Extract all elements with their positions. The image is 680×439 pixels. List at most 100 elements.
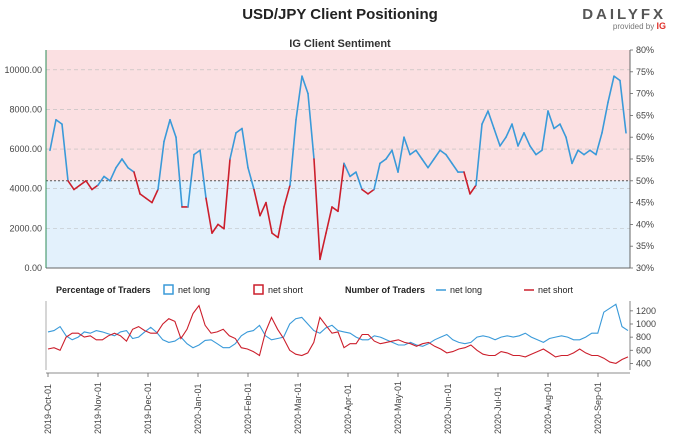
x-tick-label: 2020-May-01 bbox=[393, 381, 403, 434]
sentiment-segment bbox=[463, 171, 471, 195]
sentiment-segment bbox=[613, 75, 621, 82]
net-long-zone bbox=[46, 180, 630, 268]
left-tick-label: 8000.00 bbox=[9, 104, 42, 114]
brand-partner: IG bbox=[656, 21, 666, 31]
sentiment-segment bbox=[121, 158, 129, 169]
sentiment-segment bbox=[361, 188, 369, 195]
right-tick-label: 30% bbox=[636, 263, 654, 273]
sentiment-segment bbox=[433, 149, 441, 160]
sentiment-segment bbox=[115, 158, 123, 169]
traders-series-long bbox=[47, 303, 629, 349]
sentiment-segment bbox=[535, 149, 543, 156]
x-tick-label: 2019-Nov-01 bbox=[93, 382, 103, 434]
chart-title: USD/JPY Client Positioning bbox=[242, 6, 438, 23]
legend: Percentage of Traders net long net short… bbox=[56, 284, 574, 295]
legend-percentage-short: net short bbox=[268, 285, 304, 295]
x-tick-label: 2020-Jan-01 bbox=[193, 383, 203, 434]
sentiment-segment bbox=[439, 149, 447, 156]
sentiment-segment bbox=[61, 123, 69, 182]
bottom-tick-label: 600 bbox=[636, 345, 651, 355]
sentiment-segment bbox=[265, 201, 273, 234]
sentiment-segment bbox=[217, 223, 225, 230]
sentiment-segment bbox=[499, 136, 507, 147]
sentiment-segment bbox=[595, 132, 603, 156]
chart-subtitle: IG Client Sentiment bbox=[289, 38, 391, 50]
right-tick-label: 45% bbox=[636, 198, 654, 208]
sentiment-segment bbox=[127, 166, 135, 173]
sentiment-segment bbox=[367, 188, 375, 195]
legend-short-swatch bbox=[253, 284, 264, 295]
sentiment-segment bbox=[49, 118, 57, 152]
sentiment-segment bbox=[67, 180, 75, 191]
sentiment-segment bbox=[163, 118, 171, 143]
traders-panel: 400 600 800 1000 1200 bbox=[45, 301, 656, 370]
sentiment-segment bbox=[589, 149, 597, 156]
left-tick-label: 2000.00 bbox=[9, 223, 42, 233]
sentiment-segment bbox=[331, 206, 339, 213]
sentiment-segment bbox=[271, 232, 279, 239]
sentiment-segment bbox=[421, 158, 429, 169]
sentiment-segment bbox=[415, 149, 423, 160]
sentiment-segment bbox=[109, 166, 117, 182]
sentiment-segment bbox=[307, 92, 315, 160]
sentiment-segment bbox=[235, 127, 243, 134]
sentiment-segment bbox=[199, 149, 207, 200]
right-tick-label: 35% bbox=[636, 241, 654, 251]
traders-series-short bbox=[47, 304, 629, 364]
sentiment-segment bbox=[229, 132, 237, 160]
sentiment-segment bbox=[451, 162, 459, 173]
sentiment-segment bbox=[97, 175, 105, 186]
sentiment-segment bbox=[355, 171, 363, 191]
brand-name: DAILYFX bbox=[582, 6, 666, 23]
bottom-tick-label: 800 bbox=[636, 332, 651, 342]
sentiment-segment bbox=[319, 232, 327, 261]
sentiment-segment bbox=[91, 184, 99, 191]
left-tick-label: 6000.00 bbox=[9, 144, 42, 154]
sentiment-panel: 0.00 2000.00 4000.00 6000.00 8000.00 10000.00… bbox=[4, 45, 654, 273]
legend-percentage-long: net long bbox=[178, 285, 210, 295]
sentiment-segment bbox=[133, 171, 141, 195]
x-axis: 2019-Oct-01 2019-Nov-01 2019-Dec-01 2020-Ja… bbox=[43, 372, 630, 434]
legend-number-long: net long bbox=[450, 285, 482, 295]
bottom-tick-label: 400 bbox=[636, 358, 651, 368]
sentiment-segment bbox=[241, 127, 249, 169]
sentiment-segment bbox=[505, 123, 513, 138]
sentiment-segment bbox=[145, 197, 153, 204]
sentiment-segment bbox=[223, 158, 231, 230]
right-tick-label: 75% bbox=[636, 67, 654, 77]
right-tick-label: 80% bbox=[636, 45, 654, 55]
sentiment-segment bbox=[85, 180, 93, 191]
sentiment-segment bbox=[205, 197, 213, 234]
sentiment-segment bbox=[313, 158, 321, 261]
sentiment-segment bbox=[337, 162, 345, 213]
x-tick-label: 2020-Apr-01 bbox=[343, 384, 353, 434]
sentiment-segment bbox=[73, 184, 81, 191]
bottom-tick-label: 1200 bbox=[636, 306, 656, 316]
sentiment-segment bbox=[391, 149, 399, 173]
sentiment-segment bbox=[523, 132, 531, 147]
sentiment-segment bbox=[187, 153, 195, 208]
right-tick-label: 40% bbox=[636, 219, 654, 229]
sentiment-segment bbox=[139, 193, 147, 200]
bottom-tick-label: 1000 bbox=[636, 319, 656, 329]
sentiment-segment bbox=[151, 188, 159, 204]
right-tick-label: 55% bbox=[636, 154, 654, 164]
sentiment-segment bbox=[373, 162, 381, 191]
x-tick-label: 2020-Mar-01 bbox=[293, 382, 303, 434]
sentiment-segment bbox=[259, 201, 267, 217]
sentiment-segment bbox=[301, 75, 309, 95]
x-tick-label: 2019-Dec-01 bbox=[143, 382, 153, 434]
sentiment-segment bbox=[601, 101, 609, 134]
legend-percentage-label: Percentage of Traders bbox=[56, 285, 151, 295]
net-short-zone bbox=[46, 50, 630, 181]
sentiment-segment bbox=[289, 118, 297, 186]
right-tick-label: 60% bbox=[636, 132, 654, 142]
sentiment-segment bbox=[349, 171, 357, 178]
x-tick-label: 2020-Sep-01 bbox=[593, 382, 603, 434]
legend-long-swatch bbox=[163, 284, 174, 295]
sentiment-segment bbox=[553, 123, 561, 130]
sentiment-segment bbox=[427, 158, 435, 169]
sentiment-segment bbox=[487, 110, 495, 130]
sentiment-segment bbox=[175, 136, 183, 208]
